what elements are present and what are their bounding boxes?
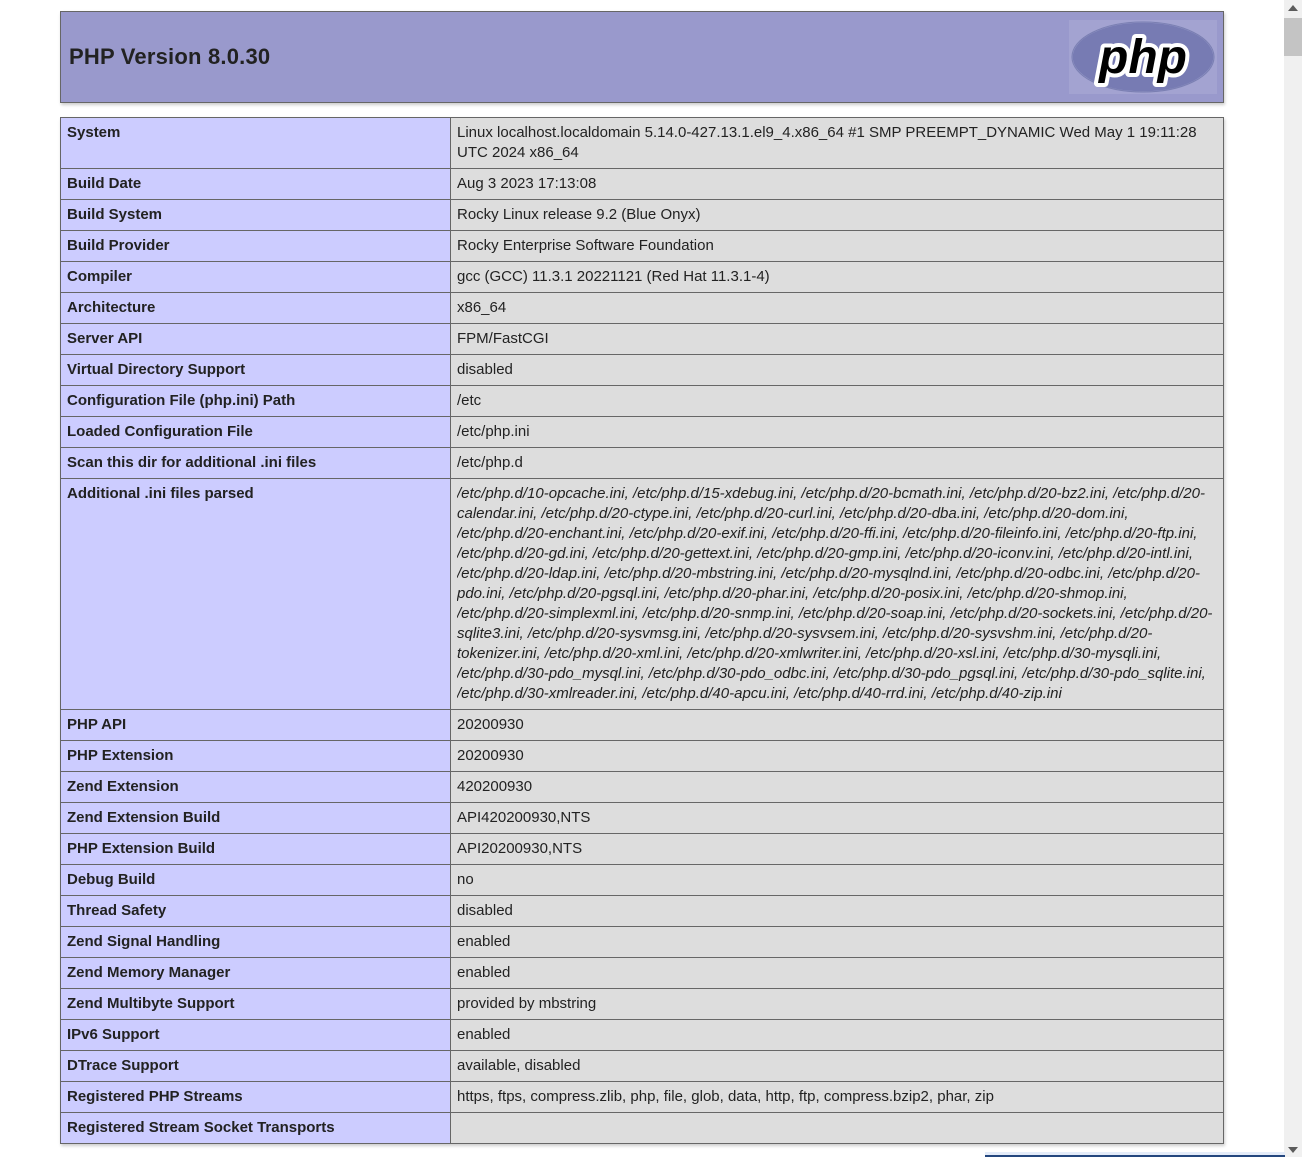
row-value: enabled	[450, 926, 1224, 958]
row-value	[450, 1112, 1224, 1144]
row-value: Rocky Enterprise Software Foundation	[450, 230, 1224, 262]
row-value: no	[450, 864, 1224, 896]
row-label: Zend Extension Build	[60, 802, 451, 834]
table-row: IPv6 Support enabled	[60, 1019, 1224, 1051]
row-label: Zend Signal Handling	[60, 926, 451, 958]
row-value: Linux localhost.localdomain 5.14.0-427.1…	[450, 117, 1224, 169]
phpinfo-page: PHP Version 8.0.30 php php System Linux l…	[60, 11, 1224, 1144]
row-label: Registered Stream Socket Transports	[60, 1112, 451, 1144]
table-row: Build Date Aug 3 2023 17:13:08	[60, 168, 1224, 200]
table-row: Thread Safety disabled	[60, 895, 1224, 927]
row-value: 420200930	[450, 771, 1224, 803]
row-label: Additional .ini files parsed	[60, 478, 451, 710]
row-value: https, ftps, compress.zlib, php, file, g…	[450, 1081, 1224, 1113]
row-label: Registered PHP Streams	[60, 1081, 451, 1113]
row-label: Zend Extension	[60, 771, 451, 803]
row-value: disabled	[450, 895, 1224, 927]
table-row: Scan this dir for additional .ini files /…	[60, 447, 1224, 479]
scrollbar-thumb[interactable]	[1284, 18, 1302, 56]
row-value: API20200930,NTS	[450, 833, 1224, 865]
table-row: Additional .ini files parsed/etc/php.d/1…	[60, 478, 1224, 710]
chevron-down-icon	[1288, 1146, 1298, 1153]
table-row: Server API FPM/FastCGI	[60, 323, 1224, 355]
row-label: Compiler	[60, 261, 451, 293]
table-row: Zend Extension 420200930	[60, 771, 1224, 803]
row-value: Aug 3 2023 17:13:08	[450, 168, 1224, 200]
php-version-header: PHP Version 8.0.30 php php	[60, 11, 1224, 103]
table-row: Configuration File (php.ini) Path/etc	[60, 385, 1224, 417]
row-value: gcc (GCC) 11.3.1 20221121 (Red Hat 11.3.…	[450, 261, 1224, 293]
row-label: PHP Extension	[60, 740, 451, 772]
table-row: Zend Extension Build API420200930,NTS	[60, 802, 1224, 834]
row-label: DTrace Support	[60, 1050, 451, 1082]
row-value: available, disabled	[450, 1050, 1224, 1082]
row-label: PHP API	[60, 709, 451, 741]
table-row: PHP Extension Build API20200930,NTS	[60, 833, 1224, 865]
row-value: /etc/php.ini	[450, 416, 1224, 448]
row-value: /etc	[450, 385, 1224, 417]
row-value: FPM/FastCGI	[450, 323, 1224, 355]
table-row: Zend Multibyte Support provided by mbstri…	[60, 988, 1224, 1020]
table-row: Zend Signal Handling enabled	[60, 926, 1224, 958]
row-label: IPv6 Support	[60, 1019, 451, 1051]
row-label: Configuration File (php.ini) Path	[60, 385, 451, 417]
row-value: 20200930	[450, 709, 1224, 741]
row-label: Build Date	[60, 168, 451, 200]
row-label: Virtual Directory Support	[60, 354, 451, 386]
row-label: Build System	[60, 199, 451, 231]
row-label: Build Provider	[60, 230, 451, 262]
row-label: Loaded Configuration File	[60, 416, 451, 448]
svg-text:php: php	[1097, 31, 1187, 84]
row-label: Thread Safety	[60, 895, 451, 927]
row-value: /etc/php.d/10-opcache.ini, /etc/php.d/15…	[450, 478, 1224, 710]
bottom-edge-artifact	[985, 1152, 1285, 1157]
table-row: Registered PHP Streams https, ftps, compr…	[60, 1081, 1224, 1113]
row-value-text: /etc/php.d/10-opcache.ini, /etc/php.d/15…	[457, 485, 1213, 702]
scroll-up-button[interactable]	[1284, 0, 1302, 15]
table-row: Loaded Configuration File/etc/php.ini	[60, 416, 1224, 448]
table-row: System Linux localhost.localdomain 5.14.0…	[60, 117, 1224, 169]
row-value: provided by mbstring	[450, 988, 1224, 1020]
table-row: Registered Stream Socket Transports	[60, 1112, 1224, 1144]
row-label: Zend Memory Manager	[60, 957, 451, 989]
row-value: /etc/php.d	[450, 447, 1224, 479]
table-row: Build System Rocky Linux release 9.2 (Blu…	[60, 199, 1224, 231]
php-logo-icon: php php	[1069, 20, 1217, 94]
page-title: PHP Version 8.0.30	[69, 44, 271, 69]
php-info-table: System Linux localhost.localdomain 5.14.0…	[60, 117, 1224, 1144]
row-label: Zend Multibyte Support	[60, 988, 451, 1020]
row-value: 20200930	[450, 740, 1224, 772]
table-row: Architecture x86_64	[60, 292, 1224, 324]
table-row: Debug Build no	[60, 864, 1224, 896]
row-value: x86_64	[450, 292, 1224, 324]
table-row: Compiler gcc (GCC) 11.3.1 20221121 (Red H…	[60, 261, 1224, 293]
table-row: Zend Memory Manager enabled	[60, 957, 1224, 989]
scroll-down-button[interactable]	[1284, 1142, 1302, 1157]
vertical-scrollbar[interactable]	[1284, 0, 1302, 1157]
chevron-up-icon	[1288, 4, 1298, 11]
row-label: System	[60, 117, 451, 169]
table-row: PHP Extension 20200930	[60, 740, 1224, 772]
row-value: API420200930,NTS	[450, 802, 1224, 834]
row-value: enabled	[450, 1019, 1224, 1051]
row-label: Architecture	[60, 292, 451, 324]
row-label: PHP Extension Build	[60, 833, 451, 865]
table-row: DTrace Support available, disabled	[60, 1050, 1224, 1082]
table-row: Virtual Directory Support disabled	[60, 354, 1224, 386]
table-row: Build Provider Rocky Enterprise Software …	[60, 230, 1224, 262]
table-row: PHP API 20200930	[60, 709, 1224, 741]
row-value: disabled	[450, 354, 1224, 386]
svg-text:php: php	[1097, 31, 1187, 84]
row-value: Rocky Linux release 9.2 (Blue Onyx)	[450, 199, 1224, 231]
row-label: Debug Build	[60, 864, 451, 896]
row-label: Scan this dir for additional .ini files	[60, 447, 451, 479]
row-label: Server API	[60, 323, 451, 355]
row-value: enabled	[450, 957, 1224, 989]
